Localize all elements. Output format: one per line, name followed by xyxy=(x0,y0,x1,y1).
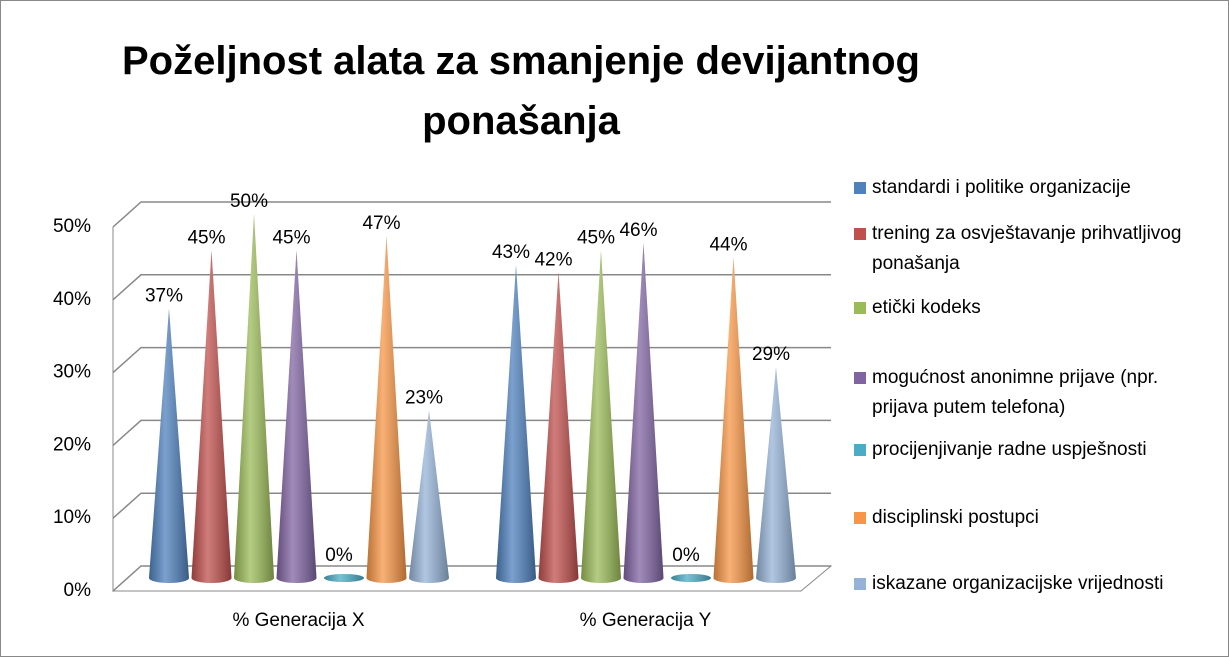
legend-swatch xyxy=(854,512,866,524)
cone-shade xyxy=(581,250,621,583)
data-label: 45% xyxy=(187,227,225,248)
legend-label: standardi i politike organizacije xyxy=(872,177,1131,198)
legend-swatch xyxy=(854,578,866,590)
cone-shade xyxy=(234,214,274,583)
legend-item: procijenjivanje radne uspješnosti xyxy=(854,435,1192,465)
cone-shade xyxy=(276,250,317,583)
x-tick-label: % Generacija X xyxy=(232,610,364,631)
legend-item: iskazane organizacijske vrijednosti xyxy=(854,569,1192,599)
cone-shade xyxy=(756,366,796,583)
cone-shade xyxy=(538,272,579,583)
legend-swatch xyxy=(854,228,866,240)
legend-label: iskazane organizacijske vrijednosti xyxy=(872,573,1164,594)
data-label: 44% xyxy=(709,235,747,256)
legend-item: trening za osvještavanje prihvatljivog p… xyxy=(854,219,1192,279)
data-label: 37% xyxy=(145,286,183,307)
data-label: 0% xyxy=(672,545,700,566)
data-label: 45% xyxy=(272,227,310,248)
legend-item: disciplinski postupci xyxy=(854,503,1192,533)
legend-item: etički kodeks xyxy=(854,293,1192,323)
y-tick-label: 10% xyxy=(53,507,91,528)
legend-label: disciplinski postupci xyxy=(872,507,1039,528)
legend-item: standardi i politike organizacije xyxy=(854,173,1192,203)
y-tick-label: 40% xyxy=(53,289,91,310)
y-tick-label: 50% xyxy=(53,216,91,237)
cone-shade xyxy=(191,250,232,583)
legend-swatch xyxy=(854,182,866,194)
cone-shade xyxy=(149,308,189,583)
data-label: 45% xyxy=(577,227,615,248)
y-tick-label: 30% xyxy=(53,362,91,383)
legend-label: mogućnost anonimne prijave (npr. prijava… xyxy=(872,367,1159,418)
cone-shade xyxy=(366,235,407,583)
legend-item: mogućnost anonimne prijave (npr. prijava… xyxy=(854,363,1192,423)
legend-label: etički kodeks xyxy=(872,297,981,318)
data-label: 42% xyxy=(534,249,572,270)
cone-shade xyxy=(496,264,536,583)
chart-title: Poželjnost alata za smanjenje devijantno… xyxy=(122,39,920,143)
cone-shade xyxy=(409,410,449,583)
grid-line xyxy=(112,201,831,228)
data-label: 47% xyxy=(362,213,400,234)
cone-shade xyxy=(671,574,711,582)
legend-swatch xyxy=(854,444,866,456)
data-label: 29% xyxy=(752,344,790,365)
grid-line xyxy=(112,274,831,301)
cone-shade xyxy=(623,243,664,583)
y-tick-label: 20% xyxy=(53,434,91,455)
y-tick-label: 0% xyxy=(64,580,92,601)
data-label: 43% xyxy=(492,242,530,263)
data-label: 0% xyxy=(325,545,353,566)
x-tick-label: % Generacija Y xyxy=(580,610,712,631)
grid-line xyxy=(112,346,831,374)
cone-shade xyxy=(324,574,364,582)
data-label: 23% xyxy=(405,388,443,409)
legend-label: procijenjivanje radne uspješnosti xyxy=(872,439,1147,460)
cone-shade xyxy=(713,257,754,583)
data-label: 50% xyxy=(230,191,268,212)
legend-swatch xyxy=(854,302,866,314)
legend-swatch xyxy=(854,372,866,384)
legend-label: trening za osvještavanje prihvatljivog p… xyxy=(872,223,1182,274)
data-label: 46% xyxy=(619,220,657,241)
